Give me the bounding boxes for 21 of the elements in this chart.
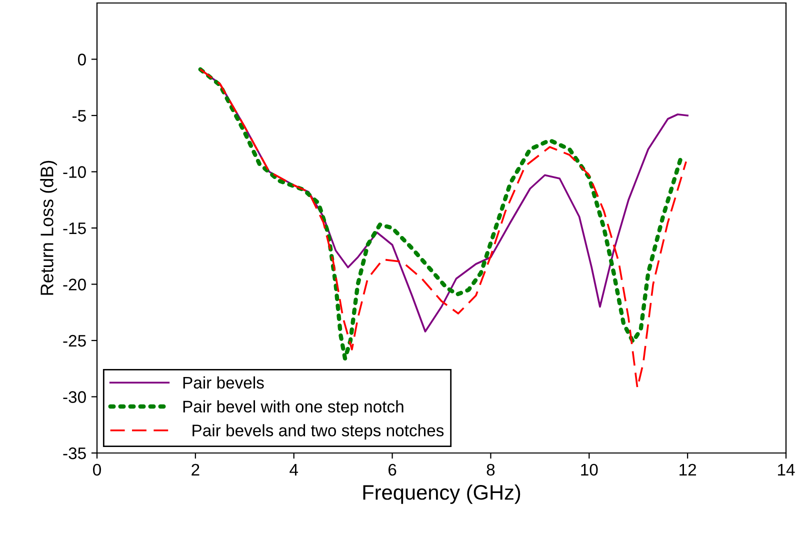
x-axis-title: Frequency (GHz) — [363, 484, 520, 504]
legend-label: Pair bevels — [183, 376, 264, 389]
x-tick-label: 6 — [388, 464, 396, 476]
y-tick-label: -5 — [72, 110, 86, 122]
x-tick-label: 12 — [680, 464, 696, 476]
legend-label: Pair bevel with one step notch — [183, 400, 404, 416]
x-tick-label: 0 — [93, 464, 101, 476]
y-tick-label: -10 — [63, 166, 86, 178]
x-tick-label: 4 — [290, 464, 298, 476]
x-tick-label: 10 — [581, 464, 598, 476]
y-tick-label: -20 — [63, 278, 86, 290]
x-tick-label: 14 — [778, 464, 795, 476]
y-tick-label: -25 — [63, 334, 86, 347]
x-tick-label: 8 — [486, 464, 495, 476]
y-tick-label: -35 — [63, 447, 86, 460]
y-tick-label: 0 — [78, 54, 86, 66]
y-tick-label: -30 — [63, 391, 86, 403]
y-axis-title: Return Loss (dB) — [40, 160, 57, 295]
x-tick-label: 2 — [192, 464, 200, 476]
legend-label: Pair bevels and two steps notches — [192, 424, 444, 440]
y-tick-label: -15 — [63, 222, 86, 234]
